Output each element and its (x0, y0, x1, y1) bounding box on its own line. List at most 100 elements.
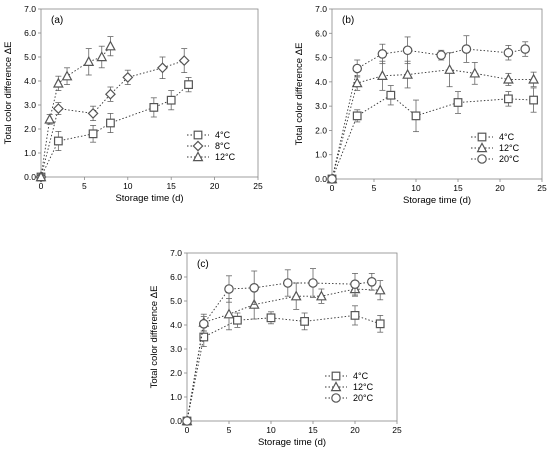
legend-marker (331, 371, 341, 381)
data-point (402, 68, 414, 79)
data-point (52, 103, 64, 115)
y-tick-label: 0.0 (170, 416, 182, 426)
x-tick-label: 5 (82, 181, 87, 191)
y-axis-label: Total color difference ΔE (294, 43, 305, 146)
data-point (503, 47, 514, 58)
data-point (402, 45, 413, 56)
x-tick-label: 10 (123, 181, 133, 191)
data-point (53, 136, 63, 146)
x-axis-label: Storage time (d) (115, 193, 183, 204)
data-point (315, 290, 327, 301)
data-point (308, 278, 318, 288)
data-point (469, 67, 481, 78)
data-point (529, 95, 538, 105)
series-3 (35, 36, 116, 182)
data-point (52, 77, 64, 88)
y-tick-label: 2.0 (170, 368, 182, 378)
x-tick-label: 20 (495, 183, 505, 193)
legend-marker (331, 393, 341, 403)
data-point (352, 63, 362, 74)
x-tick-label: 5 (227, 425, 232, 435)
data-point (199, 332, 209, 342)
legend-marker (476, 142, 488, 153)
x-tick-label: 10 (266, 425, 276, 435)
x-tick-label: 20 (210, 181, 220, 191)
data-point (83, 55, 95, 67)
legend-marker (330, 381, 342, 392)
series-line (331, 48, 526, 180)
y-tick-label: 4.0 (24, 76, 36, 86)
y-tick-label: 0.0 (24, 172, 36, 182)
data-point (290, 290, 302, 301)
data-point (528, 73, 540, 84)
y-tick-label: 1.0 (170, 392, 182, 402)
y-tick-label: 1.0 (315, 150, 327, 160)
panel-label: (b) (342, 15, 354, 26)
data-point (520, 44, 530, 54)
chart-panel-3: 0.0 1.0 2.0 3.0 4.0 5.0 6.0 7.0 0 5 10 15 20 25 Storag… (149, 248, 402, 448)
data-point (223, 308, 235, 319)
data-point (504, 94, 513, 104)
y-tick-label: 6.0 (315, 28, 327, 38)
data-point (282, 278, 293, 288)
y-tick-label: 5.0 (24, 52, 36, 62)
series-line (40, 84, 189, 178)
legend-label: 20°C (499, 154, 520, 164)
x-tick-label: 15 (166, 181, 176, 191)
data-point (106, 118, 115, 128)
data-point (122, 71, 134, 83)
panel-label: (c) (197, 259, 209, 270)
data-point (502, 73, 514, 84)
y-tick-label: 5.0 (315, 53, 327, 63)
data-point (249, 282, 259, 293)
series-2 (35, 48, 190, 183)
series-1 (182, 305, 385, 426)
x-tick-label: 0 (330, 183, 335, 193)
y-tick-label: 4.0 (170, 320, 182, 330)
y-tick-label: 5.0 (170, 296, 182, 306)
plot-frame (331, 8, 543, 180)
panel-label: (a) (51, 15, 63, 26)
data-point (104, 88, 116, 100)
data-point (224, 284, 234, 294)
data-point (96, 51, 108, 62)
legend: 4°C12°C20°C (471, 132, 520, 164)
y-tick-label: 2.0 (315, 125, 327, 135)
legend-marker (193, 130, 203, 140)
plot-frame (40, 8, 259, 178)
y-axis-label: Total color difference ΔE (3, 42, 14, 145)
legend-marker (477, 132, 487, 142)
x-tick-label: 25 (537, 183, 547, 193)
data-point (233, 315, 242, 325)
legend-label: 4°C (499, 132, 515, 142)
data-point (88, 129, 98, 139)
data-point (184, 80, 193, 90)
chart-panel-2: 0.0 1.0 2.0 3.0 4.0 5.0 6.0 7.0 0 5 10 15 20 25 Storag… (294, 4, 547, 206)
y-tick-label: 6.0 (170, 272, 182, 282)
data-point (178, 55, 190, 67)
series-3 (327, 35, 530, 184)
data-point (374, 284, 386, 295)
y-tick-label: 2.0 (24, 124, 36, 134)
x-tick-label: 25 (253, 181, 263, 191)
series-line (331, 69, 534, 180)
legend-label: 4°C (215, 130, 231, 140)
legend-label: 8°C (215, 141, 231, 151)
legend-label: 20°C (353, 393, 374, 403)
data-point (157, 62, 168, 74)
y-axis-label: Total color difference ΔE (149, 286, 160, 389)
data-point (182, 416, 192, 426)
data-point (149, 102, 159, 112)
y-tick-label: 0.0 (315, 174, 327, 184)
legend: 4°C8°C12°C (187, 130, 236, 162)
series-line (40, 45, 111, 178)
data-point (44, 113, 56, 124)
x-tick-label: 15 (308, 425, 318, 435)
data-point (411, 111, 421, 121)
data-point (444, 63, 456, 74)
data-point (266, 313, 276, 323)
series-3 (182, 268, 377, 426)
y-tick-label: 3.0 (24, 100, 36, 110)
